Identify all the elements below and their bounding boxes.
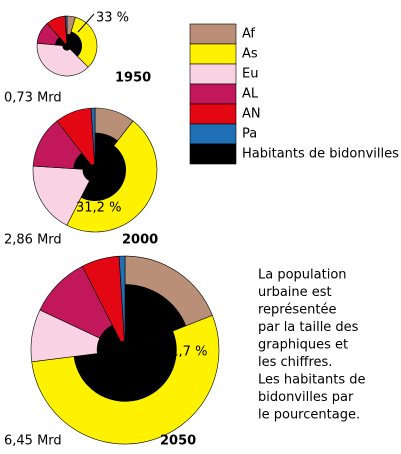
year-label: 2000 — [122, 233, 158, 248]
legend-swatch — [189, 63, 237, 85]
note-line: La population — [258, 268, 347, 283]
pie-slice — [36, 42, 89, 77]
year-label: 2050 — [160, 434, 196, 449]
slum-wedge — [67, 31, 82, 57]
pie-slice — [118, 255, 126, 351]
note-line: par la taille des — [258, 320, 359, 335]
legend-label: Eu — [242, 67, 258, 82]
slum-wedge — [73, 152, 95, 170]
pie-slice — [64, 15, 68, 47]
slum-wedge — [95, 132, 118, 170]
legend-label: Habitants de bidonvilles — [242, 147, 399, 162]
legend-swatch — [189, 143, 237, 165]
share-label: 31,7 % — [162, 345, 207, 360]
slum-wedge — [124, 340, 125, 350]
slum-wedge — [67, 34, 71, 46]
slum-wedge — [82, 169, 95, 182]
total-label: 0,73 Mrd — [4, 91, 62, 106]
slum-wedge — [55, 36, 67, 46]
legend-label: Pa — [242, 127, 257, 142]
leader-line — [77, 13, 95, 33]
slum-wedge — [99, 324, 125, 350]
note-line: Les habitants de — [258, 373, 366, 388]
slum-wedge — [125, 284, 187, 350]
slum-wedge — [62, 45, 71, 51]
legend-swatch — [189, 103, 237, 125]
total-label: 6,45 Mrd — [4, 434, 62, 449]
legend-swatch — [189, 123, 237, 145]
slum-wedge — [65, 43, 67, 46]
note-line: le pourcentage. — [258, 408, 360, 423]
pie-slice — [32, 165, 96, 226]
note-line: représentée — [258, 303, 336, 318]
legend-swatch — [189, 43, 237, 65]
slum-wedge — [96, 337, 125, 354]
legend-swatch — [189, 83, 237, 105]
note-line: graphiques et — [258, 338, 348, 353]
pie-slice — [66, 16, 98, 68]
year-label: 1950 — [115, 71, 151, 86]
share-label: 33 % — [96, 11, 129, 26]
share-label: 31,2 % — [76, 201, 121, 216]
pie-slice — [90, 107, 96, 171]
legend-label: AL — [242, 87, 259, 102]
note-line: urbaine est — [258, 285, 332, 300]
note-line: les chiffres. — [258, 355, 332, 370]
legend-label: As — [242, 47, 258, 62]
legend-label: AN — [242, 107, 261, 122]
legend-label: Af — [242, 27, 255, 42]
slum-wedge — [80, 145, 127, 202]
total-label: 2,86 Mrd — [4, 233, 62, 248]
slum-wedge — [91, 163, 95, 170]
note-line: bidonvilles par — [258, 390, 354, 405]
slum-wedge — [120, 340, 125, 350]
slum-wedge — [73, 330, 177, 402]
legend-swatch — [189, 23, 237, 45]
